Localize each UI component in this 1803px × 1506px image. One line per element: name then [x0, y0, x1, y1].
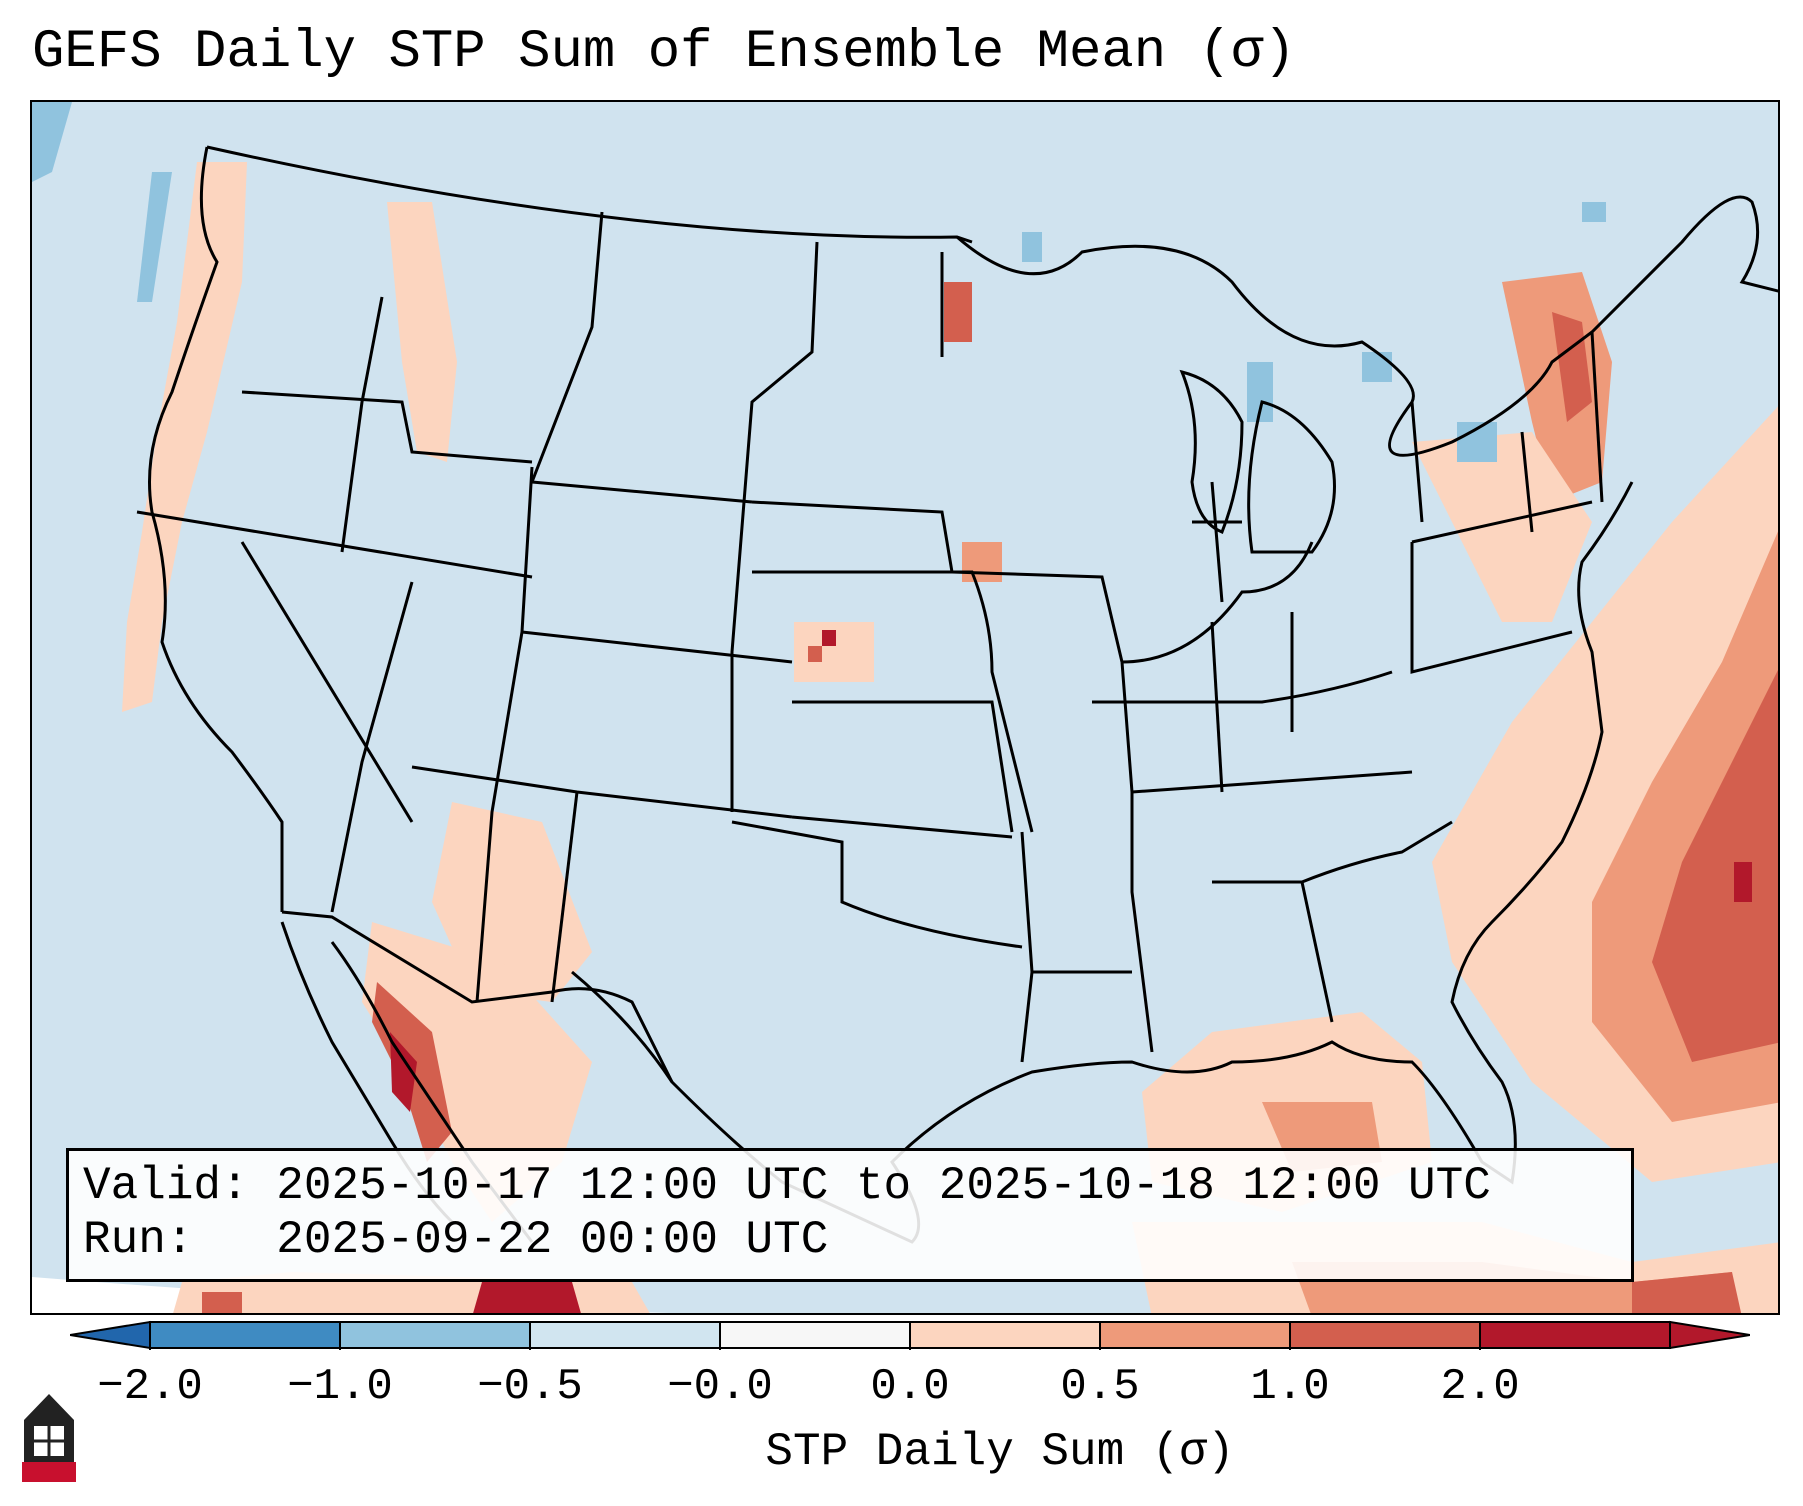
colorbar — [70, 1320, 1750, 1350]
state-borders — [136, 145, 1778, 1244]
colorbar-tick-label: 0.0 — [870, 1362, 950, 1412]
anomaly-sonora — [362, 922, 592, 1222]
colorbar-segment — [1480, 1322, 1670, 1348]
anomaly-iowa — [962, 542, 1002, 582]
anomaly-patches — [32, 102, 1778, 1313]
anomaly-atlantic-core — [1652, 670, 1778, 1062]
run-value: 2025-09-22 00:00 UTC — [276, 1214, 829, 1266]
colorbar-segment — [1290, 1322, 1480, 1348]
anomaly-negative-pacific — [32, 102, 72, 182]
colorbar-label: STP Daily Sum (σ) — [765, 1426, 1235, 1478]
anomaly-mid-atlantic — [1412, 432, 1592, 622]
anomaly-idaho — [387, 202, 457, 462]
colorbar-tick-label: −2.0 — [97, 1362, 203, 1412]
colorbar-tick-label: −0.0 — [667, 1362, 773, 1412]
anomaly-pnw-coast — [122, 162, 247, 712]
valid-line: Valid: 2025-10-17 12:00 UTC to 2025-10-1… — [83, 1159, 1617, 1213]
run-line: Run: 2025-09-22 00:00 UTC — [83, 1213, 1617, 1267]
map-title: GEFS Daily STP Sum of Ensemble Mean (σ) — [32, 22, 1296, 83]
colorbar-segment — [720, 1322, 910, 1348]
anomaly-kansas-core — [822, 630, 836, 646]
colorbar-extend-high — [1669, 1320, 1750, 1350]
map-background — [32, 102, 1778, 1313]
colorbar-tick-label: −0.5 — [477, 1362, 583, 1412]
anomaly-minnesota — [944, 282, 972, 342]
valid-value: 2025-10-17 12:00 UTC to 2025-10-18 12:00… — [276, 1160, 1491, 1212]
run-label: Run: — [83, 1214, 194, 1266]
anomaly-negative-lake-huron — [1362, 352, 1392, 382]
niu-logo-icon — [22, 1394, 76, 1482]
colorbar-segment — [910, 1322, 1100, 1348]
colorbar-segment — [530, 1322, 720, 1348]
valid-label: Valid: — [83, 1160, 249, 1212]
colorbar-segment — [150, 1322, 340, 1348]
map-canvas — [32, 102, 1778, 1313]
valid-run-info-box: Valid: 2025-10-17 12:00 UTC to 2025-10-1… — [66, 1148, 1634, 1282]
colorbar-tick-label: 0.5 — [1060, 1362, 1140, 1412]
colorbar-extend-low — [70, 1320, 151, 1350]
colorbar-tick-label: −1.0 — [287, 1362, 393, 1412]
anomaly-arizona — [432, 802, 592, 1002]
colorbar-segment — [340, 1322, 530, 1348]
anomaly-new-england — [1502, 272, 1612, 502]
colorbar-tick-label: 1.0 — [1250, 1362, 1330, 1412]
colorbar-segment — [1100, 1322, 1290, 1348]
colorbar-tick-label: 2.0 — [1440, 1362, 1520, 1412]
map-panel — [30, 100, 1780, 1315]
anomaly-gulf-california-core — [390, 1032, 417, 1112]
